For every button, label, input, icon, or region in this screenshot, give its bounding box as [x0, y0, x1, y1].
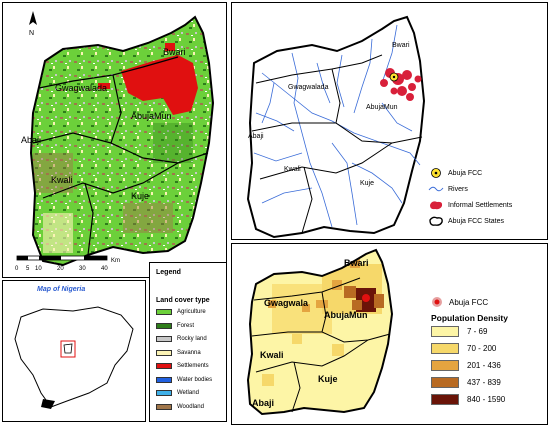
nigeria-inset-panel: Map of Nigeria: [2, 280, 146, 422]
place-label-bwari: Bwari: [344, 258, 369, 268]
target-icon: [432, 297, 442, 307]
legend-swatch: [156, 403, 172, 410]
informal-settlements-cluster: [380, 68, 422, 101]
legend-swatch: [156, 309, 172, 315]
density-class: 201 - 436: [431, 360, 501, 371]
target-icon: [431, 168, 441, 178]
legend-item: Woodland: [156, 403, 204, 410]
inset-title: Map of Nigeria: [37, 286, 86, 293]
density-swatch: [431, 343, 459, 354]
legend-label: Forest: [177, 322, 195, 329]
place-label-gwagwalada: Gwagwalada: [288, 84, 329, 91]
place-label-abaji: Abaji: [21, 135, 41, 145]
density-swatch: [431, 394, 459, 405]
density-swatch: [431, 360, 459, 371]
density-legend: Abuja FCC Population Density 7 - 69 70 - …: [429, 296, 545, 422]
legend-item: Agriculture: [156, 309, 206, 315]
density-swatch: [431, 377, 459, 388]
density-class: 437 - 839: [431, 377, 501, 388]
density-class: 840 - 1590: [431, 394, 505, 405]
place-label-kwali: Kwali: [260, 350, 284, 360]
settlement-blob-icon: [430, 201, 443, 210]
legend-item: Savanna: [156, 349, 201, 356]
place-label-kwali: Kwali: [51, 175, 73, 185]
legend-item: Water bodies: [156, 376, 213, 383]
density-label: 7 - 69: [467, 327, 488, 336]
place-label-kuje: Kuje: [318, 374, 338, 384]
landcover-map: N Bwari Gwagwalada AbujaMun Abaji Kwali …: [21, 11, 215, 267]
scale-tick: 10: [35, 266, 42, 272]
place-label-kuje: Kuje: [131, 191, 149, 201]
fct-location-box: [60, 340, 76, 358]
fcc-label: Abuja FCC: [449, 297, 489, 307]
place-label-abujamun: AbujaMun: [131, 111, 172, 121]
legend-item: Rocky land: [156, 336, 207, 342]
scale-tick: 5: [26, 266, 30, 272]
fct-boundary: [246, 15, 426, 239]
rivers-map: Bwari Gwagwalada AbujaMun Abaji Kwali Ku…: [246, 15, 426, 239]
place-label-kuje: Kuje: [360, 180, 374, 187]
density-label: 437 - 839: [467, 378, 501, 387]
legend-item: Settlements: [156, 363, 209, 369]
legend-item: Forest: [156, 322, 195, 329]
place-label-gwagwalada: Gwagwalada: [55, 83, 107, 93]
north-arrow-icon: [29, 11, 37, 25]
place-label-kwali: Kwali: [284, 166, 301, 173]
legend-swatch: [156, 322, 172, 329]
density-label: 70 - 200: [467, 344, 497, 353]
scale-tick: 30: [79, 266, 86, 272]
density-label: 201 - 436: [467, 361, 501, 370]
legend-swatch: [156, 376, 172, 383]
scale-tick: 40: [101, 266, 108, 272]
rivers-map-panel: Bwari Gwagwalada AbujaMun Abaji Kwali Ku…: [231, 2, 548, 240]
legend-label: Rivers: [448, 185, 468, 193]
scale-tick: 20: [57, 266, 64, 272]
place-label-abujamun: AbujaMun: [366, 104, 398, 111]
density-label: 840 - 1590: [467, 395, 506, 404]
legend-swatch: [156, 390, 172, 396]
density-class: 7 - 69: [431, 326, 487, 337]
boundary-outline-icon: [429, 216, 443, 226]
legend-label: Abuja FCC: [448, 169, 483, 177]
rivers-legend: Abuja FCC Rivers Informal Settlements Ab…: [428, 167, 544, 237]
place-label-abaji: Abaji: [252, 398, 274, 408]
scale-unit: Km: [111, 258, 120, 264]
legend-item: Wetland: [156, 390, 199, 396]
legend-label: Informal Settlements: [448, 201, 513, 209]
population-density-map: Bwari Gwagwala AbujaMun Kwali Kuje Abaji: [246, 248, 394, 416]
legend-swatch: [156, 349, 172, 356]
density-swatch: [431, 326, 459, 337]
legend-label: Wetland: [177, 390, 199, 396]
legend-swatch: [156, 363, 172, 369]
density-map-panel: Bwari Gwagwala AbujaMun Kwali Kuje Abaji…: [231, 243, 548, 425]
landcover-legend-panel: Legend Land cover type Agriculture Forest…: [149, 262, 227, 422]
river-line-icon: [428, 186, 444, 192]
place-label-bwari: Bwari: [163, 47, 186, 57]
north-label: N: [29, 30, 34, 37]
place-label-gwagwala: Gwagwala: [264, 298, 309, 308]
scale-bar: 0 5 10 20 30 40 Km: [15, 255, 120, 272]
legend-label: Abuja FCC States: [448, 217, 505, 225]
legend-swatch: [156, 336, 172, 342]
legend-label: Rocky land: [177, 336, 207, 342]
abuja-fcc-marker: [362, 294, 370, 302]
density-class: 70 - 200: [431, 343, 496, 354]
legend-subtitle: Land cover type: [156, 297, 210, 304]
abuja-fcc-marker: [389, 72, 399, 82]
place-label-bwari: Bwari: [392, 42, 410, 49]
landcover-map-panel: N Bwari Gwagwalada AbujaMun Abaji Kwali …: [2, 2, 227, 278]
density-title: Population Density: [431, 313, 508, 323]
legend-label: Settlements: [177, 363, 209, 369]
legend-label: Savanna: [177, 349, 201, 356]
scale-tick: 0: [15, 266, 19, 272]
settlement-area: [121, 55, 198, 115]
nigeria-outline-map: [14, 306, 134, 409]
place-label-abaji: Abaji: [248, 133, 264, 140]
place-label-abujamun: AbujaMun: [324, 310, 368, 320]
legend-label: Agriculture: [177, 309, 206, 315]
legend-label: Water bodies: [177, 376, 213, 383]
legend-label: Woodland: [177, 403, 204, 410]
legend-title: Legend: [156, 269, 181, 276]
